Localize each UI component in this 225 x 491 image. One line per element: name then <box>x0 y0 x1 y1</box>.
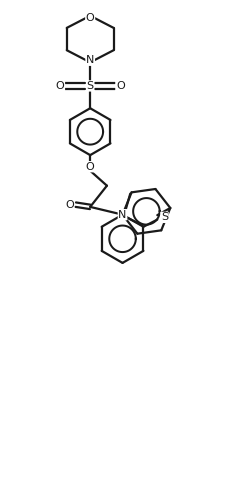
Text: S: S <box>87 81 94 91</box>
Text: O: O <box>65 200 74 210</box>
Text: N: N <box>86 55 94 65</box>
Text: S: S <box>161 213 168 222</box>
Text: O: O <box>116 81 125 91</box>
Text: O: O <box>86 13 94 23</box>
Text: O: O <box>56 81 64 91</box>
Text: O: O <box>86 162 94 172</box>
Text: N: N <box>118 210 127 219</box>
